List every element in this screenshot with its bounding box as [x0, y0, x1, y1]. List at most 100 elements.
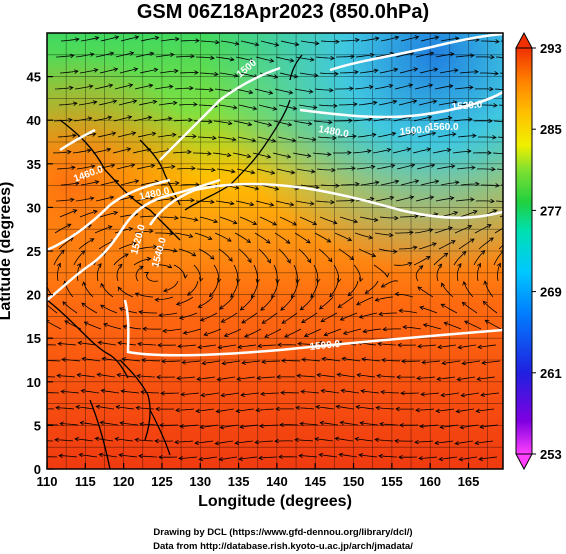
streamline-arrowhead: [347, 150, 352, 156]
streamline-arrowhead: [496, 262, 501, 268]
streamline: [280, 296, 294, 311]
streamline-arrowhead: [153, 244, 158, 250]
streamline: [177, 376, 196, 379]
streamline-arrowhead: [226, 152, 232, 158]
streamline: [81, 390, 100, 394]
streamline: [381, 280, 399, 288]
streamline-arrowhead: [212, 135, 217, 141]
streamline: [398, 100, 417, 106]
streamline: [58, 343, 77, 346]
streamline-arrowhead: [199, 277, 204, 282]
streamline-arrowhead: [174, 68, 179, 74]
streamline-arrowhead: [71, 165, 76, 171]
streamline: [219, 72, 238, 77]
streamline-arrowhead: [195, 38, 200, 43]
streamline-arrowhead: [234, 440, 240, 446]
streamline-arrowhead: [511, 169, 515, 173]
streamline: [75, 53, 94, 58]
streamline-arrowhead: [216, 376, 222, 382]
streamline-arrowhead: [347, 291, 353, 297]
streamline: [335, 438, 354, 442]
streamline-arrowhead: [313, 72, 319, 78]
streamline-arrowhead: [241, 319, 246, 324]
streamline: [422, 360, 441, 363]
streamline-arrowhead: [457, 262, 462, 268]
streamline: [57, 375, 76, 378]
streamline: [315, 56, 335, 59]
streamline-arrowhead: [266, 258, 271, 264]
streamline-arrowhead: [297, 341, 302, 347]
streamline-arrowhead: [469, 238, 475, 243]
streamline-arrowhead: [168, 84, 174, 89]
streamline-arrowhead: [475, 181, 480, 187]
streamline-arrowhead: [207, 151, 212, 156]
streamline-arrowhead: [316, 372, 321, 378]
streamline-arrowhead: [448, 226, 453, 231]
streamline-arrowhead: [284, 333, 289, 338]
streamline: [258, 104, 277, 110]
streamline: [233, 120, 252, 126]
streamline-arrowhead: [288, 90, 294, 95]
streamline: [477, 376, 496, 380]
streamline: [155, 198, 174, 202]
streamline: [440, 37, 459, 42]
streamline-arrowhead: [172, 248, 178, 253]
streamline: [83, 281, 94, 298]
streamline: [463, 281, 474, 298]
streamline: [218, 344, 237, 348]
streamline-arrowhead: [129, 195, 135, 200]
streamline: [122, 358, 141, 362]
streamline-arrowhead: [119, 421, 125, 426]
streamline: [359, 312, 378, 318]
streamline-arrowhead: [117, 263, 123, 269]
streamline: [454, 86, 473, 90]
streamline-arrowhead: [142, 326, 147, 332]
streamline: [183, 328, 202, 334]
streamline-arrowhead: [208, 292, 214, 298]
streamline-arrowhead: [359, 277, 364, 282]
streamline-arrowhead: [378, 453, 383, 459]
streamline-arrowhead: [68, 117, 73, 123]
streamline: [354, 232, 373, 239]
streamline-arrowhead: [293, 73, 299, 79]
streamline-arrowhead: [374, 36, 380, 42]
streamline-arrowhead: [430, 163, 436, 168]
streamline-arrowhead: [94, 36, 100, 41]
streamline-arrowhead: [195, 408, 200, 414]
streamline-arrowhead: [360, 389, 366, 394]
streamline: [419, 68, 438, 74]
streamline: [294, 232, 311, 244]
streamline-arrowhead: [107, 225, 113, 230]
streamline: [258, 456, 278, 459]
streamline: [257, 344, 277, 347]
streamline: [475, 440, 494, 444]
streamline-arrowhead: [178, 315, 184, 320]
y-tick-label: 30: [27, 200, 41, 215]
streamline-arrowhead: [110, 163, 116, 168]
streamline: [460, 183, 479, 186]
streamline: [453, 118, 472, 122]
streamline-arrowhead: [174, 439, 179, 445]
streamline: [455, 199, 474, 202]
streamline-arrowhead: [208, 119, 213, 124]
height-contours: [47, 33, 503, 357]
streamline-arrowhead: [113, 210, 119, 216]
streamline-arrowhead: [369, 52, 375, 58]
streamline: [142, 328, 162, 330]
streamline: [159, 312, 178, 316]
streamline-arrowhead: [408, 83, 414, 88]
streamline-arrowhead: [195, 182, 200, 187]
streamline-arrowhead: [173, 100, 178, 106]
streamline-arrowhead: [472, 133, 477, 138]
streamline: [220, 40, 239, 45]
streamline-arrowhead: [456, 376, 462, 382]
streamline: [379, 216, 399, 219]
streamline: [176, 296, 194, 305]
streamline: [153, 117, 172, 122]
streamline-arrowhead: [59, 421, 64, 426]
streamline: [120, 180, 139, 186]
streamline-arrowhead: [181, 360, 186, 365]
streamline-arrowhead: [411, 131, 417, 136]
streamline-arrowhead: [278, 454, 283, 460]
streamline: [135, 196, 154, 202]
